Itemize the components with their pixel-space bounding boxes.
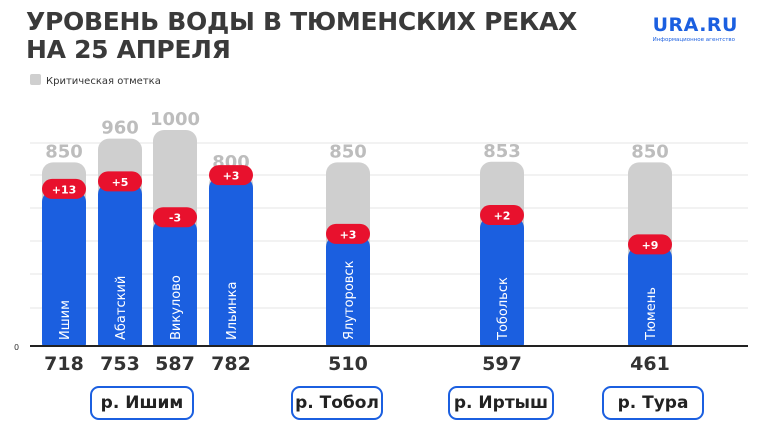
level-bar-4	[209, 177, 253, 354]
change-badge-6	[480, 205, 524, 226]
chart-title-line-2: НА 25 АПРЕЛЯ	[26, 35, 231, 64]
category-label-5: Ялуторовск	[342, 260, 357, 340]
critical-value-label-2: 960	[101, 118, 139, 139]
category-label-3: Викулово	[169, 275, 184, 340]
change-badge-5	[326, 223, 370, 244]
legend-label-critical: Критическая отметка	[46, 76, 161, 87]
y-axis-zero-label: 0	[14, 343, 19, 352]
change-label-5: +3	[340, 228, 357, 241]
level-bar-6	[480, 217, 524, 354]
level-value-label-3: 587	[155, 353, 195, 375]
change-badge-2	[98, 171, 142, 192]
level-bar-2	[98, 183, 142, 354]
legend-swatch-critical	[30, 74, 41, 85]
change-label-6: +2	[494, 210, 511, 223]
change-label-1: +13	[52, 183, 77, 196]
river-group-label-4: р. Тура	[602, 386, 704, 420]
level-value-label-1: 718	[44, 353, 84, 375]
change-label-2: +5	[112, 176, 129, 189]
baseline-mask	[30, 345, 748, 355]
chart-title: УРОВЕНЬ ВОДЫ В ТЮМЕНСКИХ РЕКАХ НА 25 АПР…	[26, 8, 577, 64]
critical-value-label-7: 850	[631, 141, 669, 162]
level-bar-5	[326, 235, 370, 354]
river-group-label-2: р. Тобол	[291, 386, 383, 420]
river-group-label-3: р. Иртыш	[448, 386, 554, 420]
change-label-3: -3	[169, 212, 181, 225]
logo-tagline: Информационное агентство	[652, 37, 736, 43]
category-label-1: Ишим	[58, 300, 73, 340]
logo-brand: URA.RU	[652, 14, 738, 36]
river-group-label-1: р. Ишим	[90, 386, 194, 420]
change-badge-4	[209, 165, 253, 186]
level-value-label-4: 782	[211, 353, 251, 375]
level-bar-7	[628, 246, 672, 354]
chart-title-line-1: УРОВЕНЬ ВОДЫ В ТЮМЕНСКИХ РЕКАХ	[26, 7, 578, 36]
category-label-6: Тобольск	[496, 277, 511, 341]
category-label-2: Абатский	[114, 276, 129, 340]
critical-value-label-3: 1000	[150, 109, 200, 130]
critical-value-label-5: 850	[329, 141, 367, 162]
category-label-7: Тюмень	[644, 287, 659, 341]
level-bar-3	[153, 219, 197, 354]
change-label-4: +3	[223, 170, 240, 183]
legend: Критическая отметка	[30, 74, 161, 87]
change-badge-1	[42, 178, 86, 199]
level-bar-1	[42, 190, 86, 354]
level-value-label-5: 510	[328, 353, 368, 375]
ura-logo: URA.RU Информационное агентство	[653, 14, 738, 43]
critical-value-label-6: 853	[483, 141, 521, 162]
change-badge-7	[628, 234, 672, 255]
level-value-label-6: 597	[482, 353, 522, 375]
category-label-4: Ильинка	[225, 282, 240, 340]
change-label-7: +9	[642, 239, 659, 252]
level-value-label-7: 461	[630, 353, 670, 375]
change-badge-3	[153, 207, 197, 228]
level-value-label-2: 753	[100, 353, 140, 375]
critical-value-label-1: 850	[45, 141, 83, 162]
